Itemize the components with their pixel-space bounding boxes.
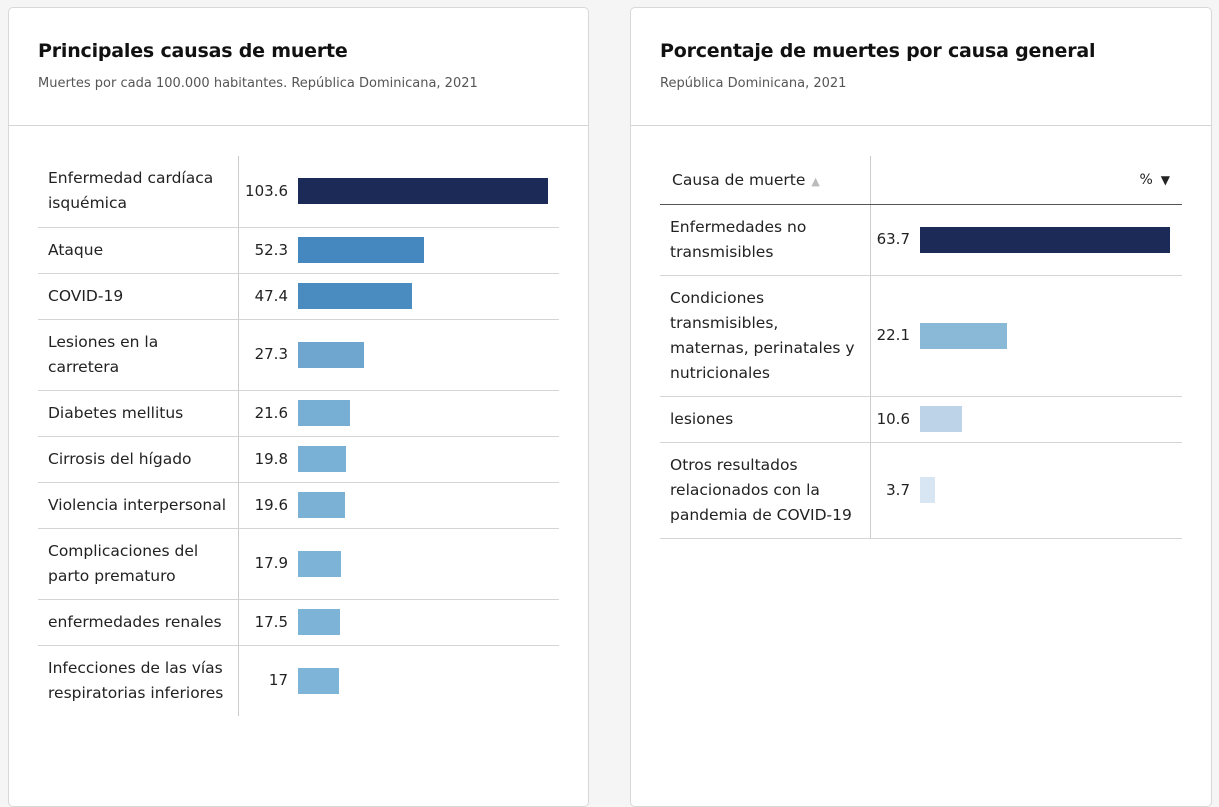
- cause-label: enfermedades renales: [38, 599, 239, 646]
- bar: [298, 667, 340, 694]
- cause-label: Diabetes mellitus: [38, 390, 239, 437]
- table-row: Lesiones en la carretera 27.3: [38, 319, 559, 391]
- bar-cell: [920, 275, 1182, 397]
- bar-cell: [298, 227, 559, 274]
- bar: [920, 477, 935, 503]
- card-header: Porcentaje de muertes por causa general …: [631, 8, 1211, 126]
- card-header: Principales causas de muerte Muertes por…: [9, 8, 588, 126]
- card-subtitle: Muertes por cada 100.000 habitantes. Rep…: [38, 76, 478, 91]
- value-label: 22.1: [870, 275, 920, 397]
- bar: [298, 283, 413, 309]
- value-label: 21.6: [238, 390, 298, 437]
- bar-cell: [920, 442, 1182, 539]
- table-row: Enfermedades no transmisibles 63.7: [660, 204, 1182, 276]
- bar: [298, 237, 425, 263]
- table-row: Violencia interpersonal 19.6: [38, 482, 559, 529]
- leading-causes-card: Principales causas de muerte Muertes por…: [8, 7, 589, 807]
- bar: [920, 226, 1170, 253]
- table-row: Condiciones transmisibles, maternas, per…: [660, 275, 1182, 397]
- value-label: 19.6: [238, 482, 298, 529]
- table-row: enfermedades renales 17.5: [38, 599, 559, 646]
- bar-cell: [298, 482, 559, 529]
- bar-cell: [920, 204, 1182, 276]
- percentage-table: Causa de muerte ▲ % ▼ Enfermedades no tran…: [660, 156, 1182, 539]
- bar-cell: [920, 396, 1182, 443]
- value-label: 3.7: [870, 442, 920, 539]
- value-label: 27.3: [238, 319, 298, 391]
- causes-table: Enfermedad cardíaca isquémica 103.6 Ataq…: [38, 156, 559, 716]
- bar: [298, 492, 346, 518]
- bar: [920, 406, 962, 432]
- table-row: Enfermedad cardíaca isquémica 103.6: [38, 156, 559, 228]
- bar: [298, 609, 341, 635]
- bar-cell: [298, 390, 559, 437]
- sort-ascending-icon: ▲: [811, 174, 820, 188]
- bar-cell: [298, 319, 559, 391]
- table-row: Otros resultados relacionados con la pan…: [660, 442, 1182, 539]
- cause-label: Lesiones en la carretera: [38, 319, 239, 391]
- value-label: 19.8: [238, 436, 298, 483]
- value-label: 103.6: [238, 156, 298, 228]
- sort-descending-icon: ▼: [1160, 172, 1170, 187]
- cause-label: Enfermedad cardíaca isquémica: [38, 156, 239, 228]
- cause-label: Enfermedades no transmisibles: [660, 204, 871, 276]
- table-row: Ataque 52.3: [38, 227, 559, 274]
- table-row: COVID-19 47.4: [38, 273, 559, 320]
- header-label: %: [1139, 171, 1153, 188]
- table-row: lesiones 10.6: [660, 396, 1182, 443]
- value-label: 52.3: [238, 227, 298, 274]
- header-label: Causa de muerte: [672, 170, 806, 189]
- cause-label: Complicaciones del parto prematuro: [38, 528, 239, 600]
- card-title: Porcentaje de muertes por causa general: [660, 40, 1096, 62]
- cause-label: COVID-19: [38, 273, 239, 320]
- value-label: 17: [268, 671, 288, 689]
- value-label: 47.4: [238, 273, 298, 320]
- bar: [298, 341, 364, 368]
- bar: [298, 400, 351, 426]
- card-title: Principales causas de muerte: [38, 40, 348, 62]
- bar: [920, 322, 1007, 349]
- value-label: 17.9: [238, 528, 298, 600]
- bar: [298, 178, 548, 205]
- cause-label: Otros resultados relacionados con la pan…: [660, 442, 871, 539]
- bar-cell: [298, 599, 559, 646]
- value-label: 10.6: [870, 396, 920, 443]
- cause-label: Infecciones de las vías respiratorias in…: [38, 645, 239, 716]
- table-row: Infecciones de las vías respiratorias in…: [38, 645, 559, 716]
- value-label: 63.7: [870, 204, 920, 276]
- bar-cell: [298, 436, 559, 483]
- cause-label: Violencia interpersonal: [38, 482, 239, 529]
- bar: [298, 446, 346, 472]
- cause-label: Condiciones transmisibles, maternas, per…: [660, 275, 871, 397]
- sort-cause-header[interactable]: Causa de muerte ▲: [660, 156, 871, 205]
- percentage-card: Porcentaje de muertes por causa general …: [630, 7, 1212, 807]
- bar-cell: [298, 273, 559, 320]
- table-row: Diabetes mellitus 21.6: [38, 390, 559, 437]
- cause-label: lesiones: [660, 396, 871, 443]
- table-row: Complicaciones del parto prematuro 17.9: [38, 528, 559, 600]
- bar-cell: [298, 528, 559, 600]
- bar: [298, 550, 342, 577]
- cause-label: Cirrosis del hígado: [38, 436, 239, 483]
- cause-label: Ataque: [38, 227, 239, 274]
- value-label: 17.5: [238, 599, 298, 646]
- table-row: Cirrosis del hígado 19.8: [38, 436, 559, 483]
- card-subtitle: República Dominicana, 2021: [660, 76, 847, 91]
- bar-cell: [298, 645, 559, 716]
- bar-cell: [298, 156, 559, 228]
- sort-percent-header[interactable]: % ▼: [870, 156, 1182, 205]
